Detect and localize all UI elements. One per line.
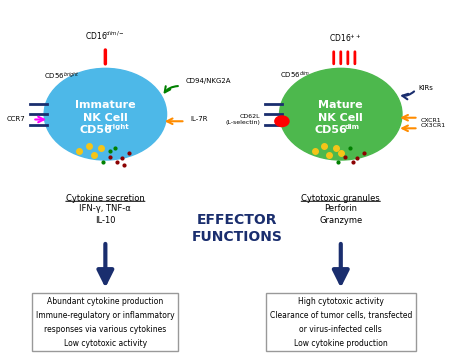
- Text: Cytokine secretion: Cytokine secretion: [66, 194, 145, 203]
- Circle shape: [44, 68, 166, 160]
- Circle shape: [280, 68, 402, 160]
- Text: bright: bright: [105, 124, 129, 130]
- Text: KIRs: KIRs: [419, 85, 433, 91]
- Text: CXCR1
CX3CR1: CXCR1 CX3CR1: [421, 117, 446, 129]
- Text: CD62L
(L-selectin): CD62L (L-selectin): [226, 114, 261, 125]
- Text: CD16$^{dim/-}$: CD16$^{dim/-}$: [85, 30, 125, 42]
- Text: High cytotoxic activity
Clearance of tumor cells, transfected
or virus-infected : High cytotoxic activity Clearance of tum…: [270, 297, 412, 347]
- Text: CD56$^{bright}$: CD56$^{bright}$: [44, 70, 80, 81]
- Text: dim: dim: [345, 124, 360, 130]
- Text: Perforin
Granzyme: Perforin Granzyme: [319, 204, 363, 225]
- Text: CD56$^{dim}$: CD56$^{dim}$: [280, 70, 310, 81]
- Text: Cytotoxic granules: Cytotoxic granules: [301, 194, 380, 203]
- Text: CD56: CD56: [80, 125, 112, 135]
- Text: Abundant cytokine production
Immune-regulatory or inflammatory
responses via var: Abundant cytokine production Immune-regu…: [36, 297, 174, 347]
- Circle shape: [275, 116, 289, 126]
- Text: CCR7: CCR7: [7, 116, 25, 122]
- Text: CD94/NKG2A: CD94/NKG2A: [185, 78, 231, 84]
- Text: Mature: Mature: [319, 100, 363, 110]
- Text: IFN-γ, TNF-α
IL-10: IFN-γ, TNF-α IL-10: [80, 204, 131, 225]
- Text: CD16$^{++}$: CD16$^{++}$: [329, 32, 362, 44]
- Text: IL-7R: IL-7R: [190, 116, 208, 122]
- Text: CD56: CD56: [315, 125, 348, 135]
- Text: EFFECTOR
FUNCTIONS: EFFECTOR FUNCTIONS: [192, 213, 283, 245]
- Text: NK Cell: NK Cell: [319, 113, 363, 123]
- Text: Immature: Immature: [75, 100, 136, 110]
- Text: NK Cell: NK Cell: [83, 113, 128, 123]
